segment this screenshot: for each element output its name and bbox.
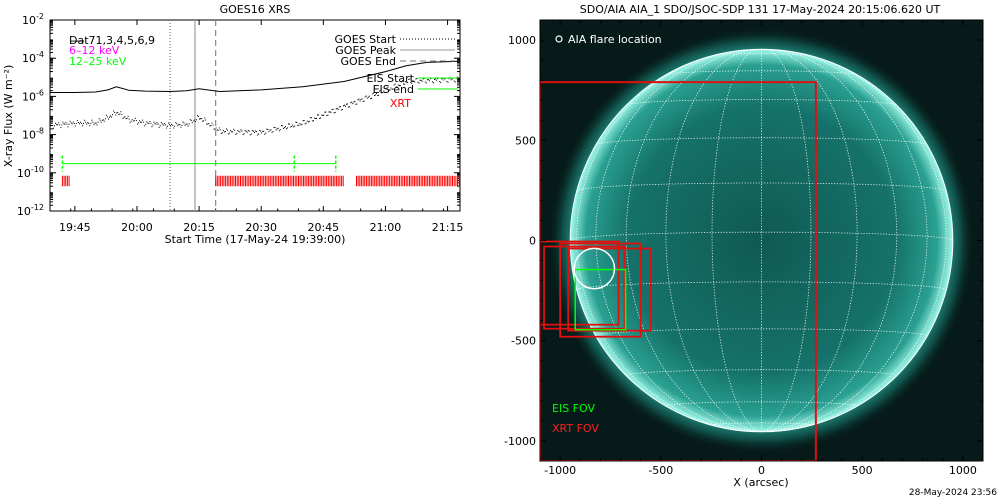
grid-latitude-line [595,137,928,145]
grid-latitude-line [595,328,928,337]
aia-x-tick-label: 0 [758,464,765,477]
goes-y-tick-label: 10-8 [22,127,44,142]
goes-y-tick-label: 10-4 [22,50,44,65]
goes-marks [50,20,460,211]
grid-longitude-line [711,48,762,432]
xrt-observation-ticks [356,175,460,187]
legend-goes-start: GOES Start [335,33,397,46]
xrt-fov-box [540,240,620,326]
footer-timestamp: 28-May-2024 23:56 [909,488,997,498]
goes-x-tick-label: 20:15 [183,221,215,234]
legend-eis-start: EIS Start [366,72,414,85]
aia-y-tick-label: 500 [515,134,536,147]
goes-legend-right: GOES Start GOES Peak GOES End EIS Start … [335,33,458,110]
aia-x-tick-label: -1000 [544,464,576,477]
goes-y-tick-label: 10-12 [17,203,44,218]
legend-12-25kev-label: 12–25 keV [69,55,127,68]
xrt-observation-ticks [61,175,70,187]
goes-x-tick-label: 20:00 [121,221,153,234]
grid-latitude-line [713,53,810,56]
grid-longitude-line [665,48,762,432]
goes-x-tick-label: 21:15 [432,221,464,234]
aia-x-tick-label: 1000 [949,464,977,477]
grid-latitude-line [576,182,947,191]
goes-title: GOES16 XRS [220,3,291,16]
grid-longitude-line [761,48,858,432]
grid-latitude-line [711,422,812,426]
aia-panel: SDO/AIA AIA_1 SDO/JSOC-SDP 131 17-May-20… [504,3,984,489]
goes-panel: GOES16 XRS 19:45 20:00 20:15 20:30 20:45 21:0… [2,3,463,246]
goes-y-tick-label: 10-10 [17,165,44,180]
legend-eis-end: EIS end [373,83,414,96]
aia-y-tick-label: 0 [529,235,536,248]
eis-fov-box [574,268,627,331]
solar-limb [569,48,954,433]
aia-image [540,26,976,461]
goes-legend-left: D̶a̶t71,3,4,5,6,9 6–12 keV 12–25 keV [69,34,155,68]
aia-axes: -1000 -500 0 500 1000 -1000 -500 0 500 1000 [504,20,983,477]
heliographic-grid [569,48,954,433]
legend-6-12kev-label: 6–12 keV [69,44,120,57]
aia-title: SDO/AIA AIA_1 SDO/JSOC-SDP 131 17-May-20… [580,3,941,16]
aia-y-tick-label: -1000 [504,435,536,448]
grid-longitude-line [761,52,947,432]
flare-location-legend: AIA flare location [568,33,662,46]
xrt-fov-label: XRT FOV [552,422,599,435]
flare-location-legend-marker [555,35,563,43]
legend-goes-end: GOES End [340,55,396,68]
goes-axes: 19:45 20:00 20:15 20:30 20:45 21:00 21:15 10-12… [17,12,464,234]
goes-x-tick-label: 21:00 [370,221,402,234]
goes-y-tick-label: 10-6 [22,88,44,103]
fov-overlays [540,81,817,461]
goes-x-tick-label: 20:45 [307,221,339,234]
goes-x-tick-label: 19:45 [59,221,91,234]
grid-latitude-line [665,401,858,407]
xrt-fov-box [567,247,652,332]
grid-latitude-line [666,70,857,75]
eis-fov-label: EIS FOV [552,402,595,415]
aia-x-tick-label: 500 [852,464,873,477]
aia-y-tick-label: -500 [511,335,536,348]
goes-y-axis-label: X-ray Flux (W m⁻²) [2,65,15,167]
legend-data-label: D̶a̶t71,3,4,5,6,9 [69,34,155,47]
grid-latitude-line [626,99,897,106]
xrt-fov-box [543,245,626,330]
xrt-observation-ticks [215,175,344,187]
goes-x-axis-label: Start Time (17-May-24 19:39:00) [165,233,346,246]
legend-goes-peak: GOES Peak [335,44,396,57]
aia-flare-location-circle [573,247,616,290]
goes-x-tick-label: 20:30 [245,221,277,234]
legend-xrt: XRT [390,97,411,110]
aia-x-tick-label: -500 [648,464,673,477]
goes-series-points [50,76,460,136]
goes-series-line [50,60,460,93]
grid-longitude-line [761,48,812,432]
grid-longitude-line [576,52,762,432]
goes-y-tick-label: 10-2 [22,12,44,27]
aia-x-axis-label: X (arcsec) [733,476,788,489]
xrt-fov-box [559,242,642,338]
xrt-fov-box [540,81,817,461]
aia-y-tick-label: 1000 [508,34,536,47]
